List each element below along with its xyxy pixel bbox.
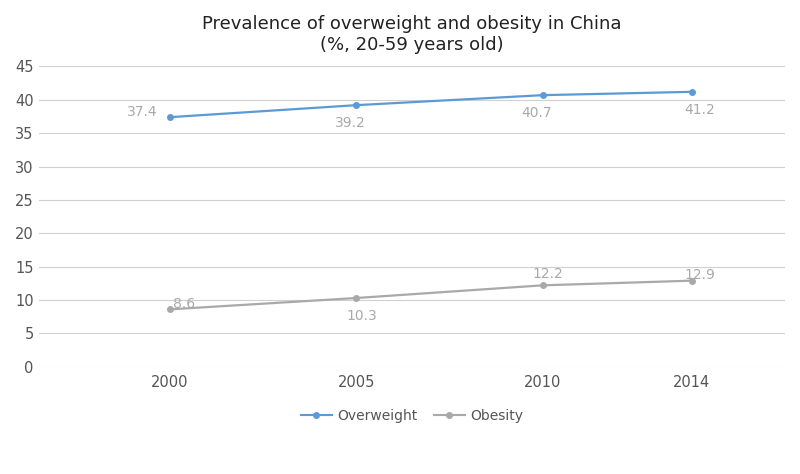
Text: 8.6: 8.6 bbox=[173, 297, 194, 311]
Overweight bbox=[351, 102, 361, 108]
Obesity bbox=[687, 278, 697, 283]
Text: 40.7: 40.7 bbox=[522, 106, 553, 120]
Text: 37.4: 37.4 bbox=[126, 105, 158, 118]
Overweight bbox=[687, 89, 697, 95]
Text: 41.2: 41.2 bbox=[685, 103, 715, 117]
Obesity bbox=[538, 283, 547, 288]
Text: 12.2: 12.2 bbox=[533, 267, 563, 281]
Obesity bbox=[351, 295, 361, 301]
Line: Obesity: Obesity bbox=[167, 278, 694, 312]
Line: Overweight: Overweight bbox=[167, 89, 694, 120]
Title: Prevalence of overweight and obesity in China
(%, 20-59 years old): Prevalence of overweight and obesity in … bbox=[202, 15, 622, 54]
Overweight bbox=[165, 114, 174, 120]
Obesity bbox=[165, 307, 174, 312]
Text: 39.2: 39.2 bbox=[335, 116, 366, 130]
Overweight bbox=[538, 92, 547, 98]
Text: 10.3: 10.3 bbox=[346, 309, 377, 323]
Legend: Overweight, Obesity: Overweight, Obesity bbox=[295, 404, 529, 429]
Text: 12.9: 12.9 bbox=[685, 268, 715, 282]
